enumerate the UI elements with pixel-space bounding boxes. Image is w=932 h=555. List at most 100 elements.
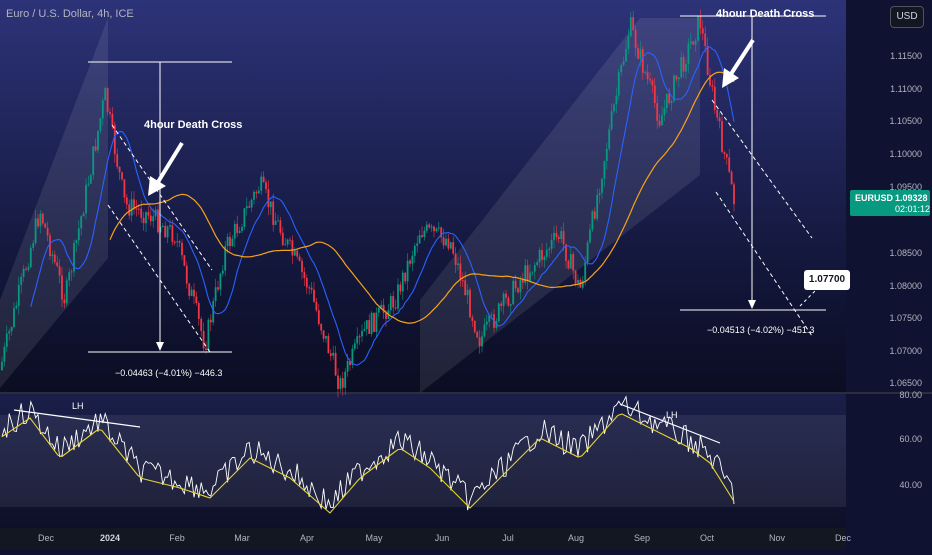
candle-body [195, 296, 198, 304]
candle-body [541, 250, 543, 260]
time-axis-label: Aug [567, 533, 585, 543]
candle-body [152, 216, 155, 222]
candle-body [543, 256, 546, 260]
candle-body [452, 242, 455, 254]
candle-body [385, 312, 387, 319]
candle-body [665, 93, 668, 109]
candle-body [224, 246, 227, 271]
price-axis-label: 1.07000 [889, 346, 922, 356]
candle-body [27, 267, 30, 270]
candle-body [469, 289, 471, 318]
candle-body [370, 312, 373, 334]
candle-body [142, 217, 145, 224]
candle-body [356, 336, 359, 344]
candle-body [685, 63, 687, 72]
candle-body [250, 199, 253, 208]
candle-body [569, 254, 572, 269]
candle-body [267, 189, 270, 208]
candle-body [565, 244, 567, 261]
candle-body [73, 243, 75, 272]
candle-body [553, 232, 555, 240]
candle-body [459, 263, 462, 281]
candle-body [97, 130, 99, 151]
arrow-right-icon [722, 38, 755, 88]
price-axis[interactable]: 1.11500 1.11000 1.10500 1.10000 1.09500 … [846, 0, 932, 528]
dashed-line-left-upper [111, 124, 213, 271]
candle-body [281, 232, 284, 246]
candle-body [586, 242, 589, 263]
candle-body [449, 242, 452, 249]
candle-body [257, 190, 260, 194]
candle-body [241, 226, 243, 231]
time-axis-label: 2024 [99, 533, 121, 543]
candle-body [320, 324, 323, 331]
candle-body [445, 238, 447, 246]
candle-body [536, 262, 539, 266]
candle-body [255, 191, 258, 194]
candle-body [291, 240, 294, 256]
candle-body [361, 330, 363, 337]
candle-body [464, 280, 467, 296]
candle-body [80, 216, 83, 229]
candle-body [130, 199, 133, 216]
candle-body [500, 303, 503, 306]
candle-body [25, 268, 27, 270]
last-price-badge: EURUSD 1.09328 02:01:12 [850, 190, 930, 216]
candle-body [147, 212, 150, 216]
candle-body [149, 215, 152, 222]
candle-body [485, 321, 488, 325]
candle-body [123, 179, 126, 198]
time-axis-label: Dec [37, 533, 55, 543]
candle-body [589, 229, 591, 243]
candle-body [598, 192, 601, 195]
candle-body [557, 236, 560, 240]
candle-body [697, 16, 699, 41]
candle-body [298, 256, 301, 261]
candle-body [68, 272, 71, 281]
candle-body [476, 331, 479, 338]
candle-body [399, 284, 402, 292]
currency-button[interactable]: USD [890, 6, 924, 28]
candles-group [1, 9, 735, 398]
candle-body [181, 242, 183, 256]
candle-body [56, 262, 59, 267]
candle-body [377, 307, 380, 313]
candle-body [591, 211, 594, 230]
candle-body [269, 201, 272, 208]
candle-body [670, 101, 673, 103]
candle-body [346, 361, 349, 372]
candle-body [262, 176, 265, 183]
candle-body [718, 117, 721, 122]
candle-body [245, 206, 248, 209]
candle-body [233, 223, 236, 239]
last-price-symbol: EURUSD [855, 193, 894, 203]
candle-body [481, 336, 483, 347]
rsi-line [1, 395, 735, 511]
candle-body [207, 319, 210, 351]
time-axis[interactable]: Dec 2024 Feb Mar Apr May Jun Jul Aug Sep… [0, 528, 851, 550]
candle-body [63, 299, 66, 304]
candle-body [305, 277, 308, 288]
rising-channel-right [420, 18, 700, 393]
time-axis-label: Dec [834, 533, 852, 543]
candle-body [183, 255, 186, 266]
candle-body [293, 250, 296, 256]
symbol-title[interactable]: Euro / U.S. Dollar, 4h, ICE [6, 8, 134, 20]
candle-body [188, 283, 191, 296]
candle-body [212, 301, 215, 323]
candle-body [651, 80, 654, 86]
candle-body [428, 224, 431, 228]
price-axis-label: 1.10000 [889, 149, 922, 159]
candle-body [190, 289, 193, 296]
candle-body [109, 112, 111, 114]
candle-body [236, 223, 239, 233]
candle-body [334, 352, 337, 376]
candle-body [341, 378, 344, 388]
candle-body [418, 235, 421, 244]
measure-label-right: −0.04513 (−4.02%) −451.3 [707, 325, 815, 335]
candle-body [166, 226, 169, 238]
candle-body [711, 85, 714, 87]
candle-body [531, 271, 534, 273]
